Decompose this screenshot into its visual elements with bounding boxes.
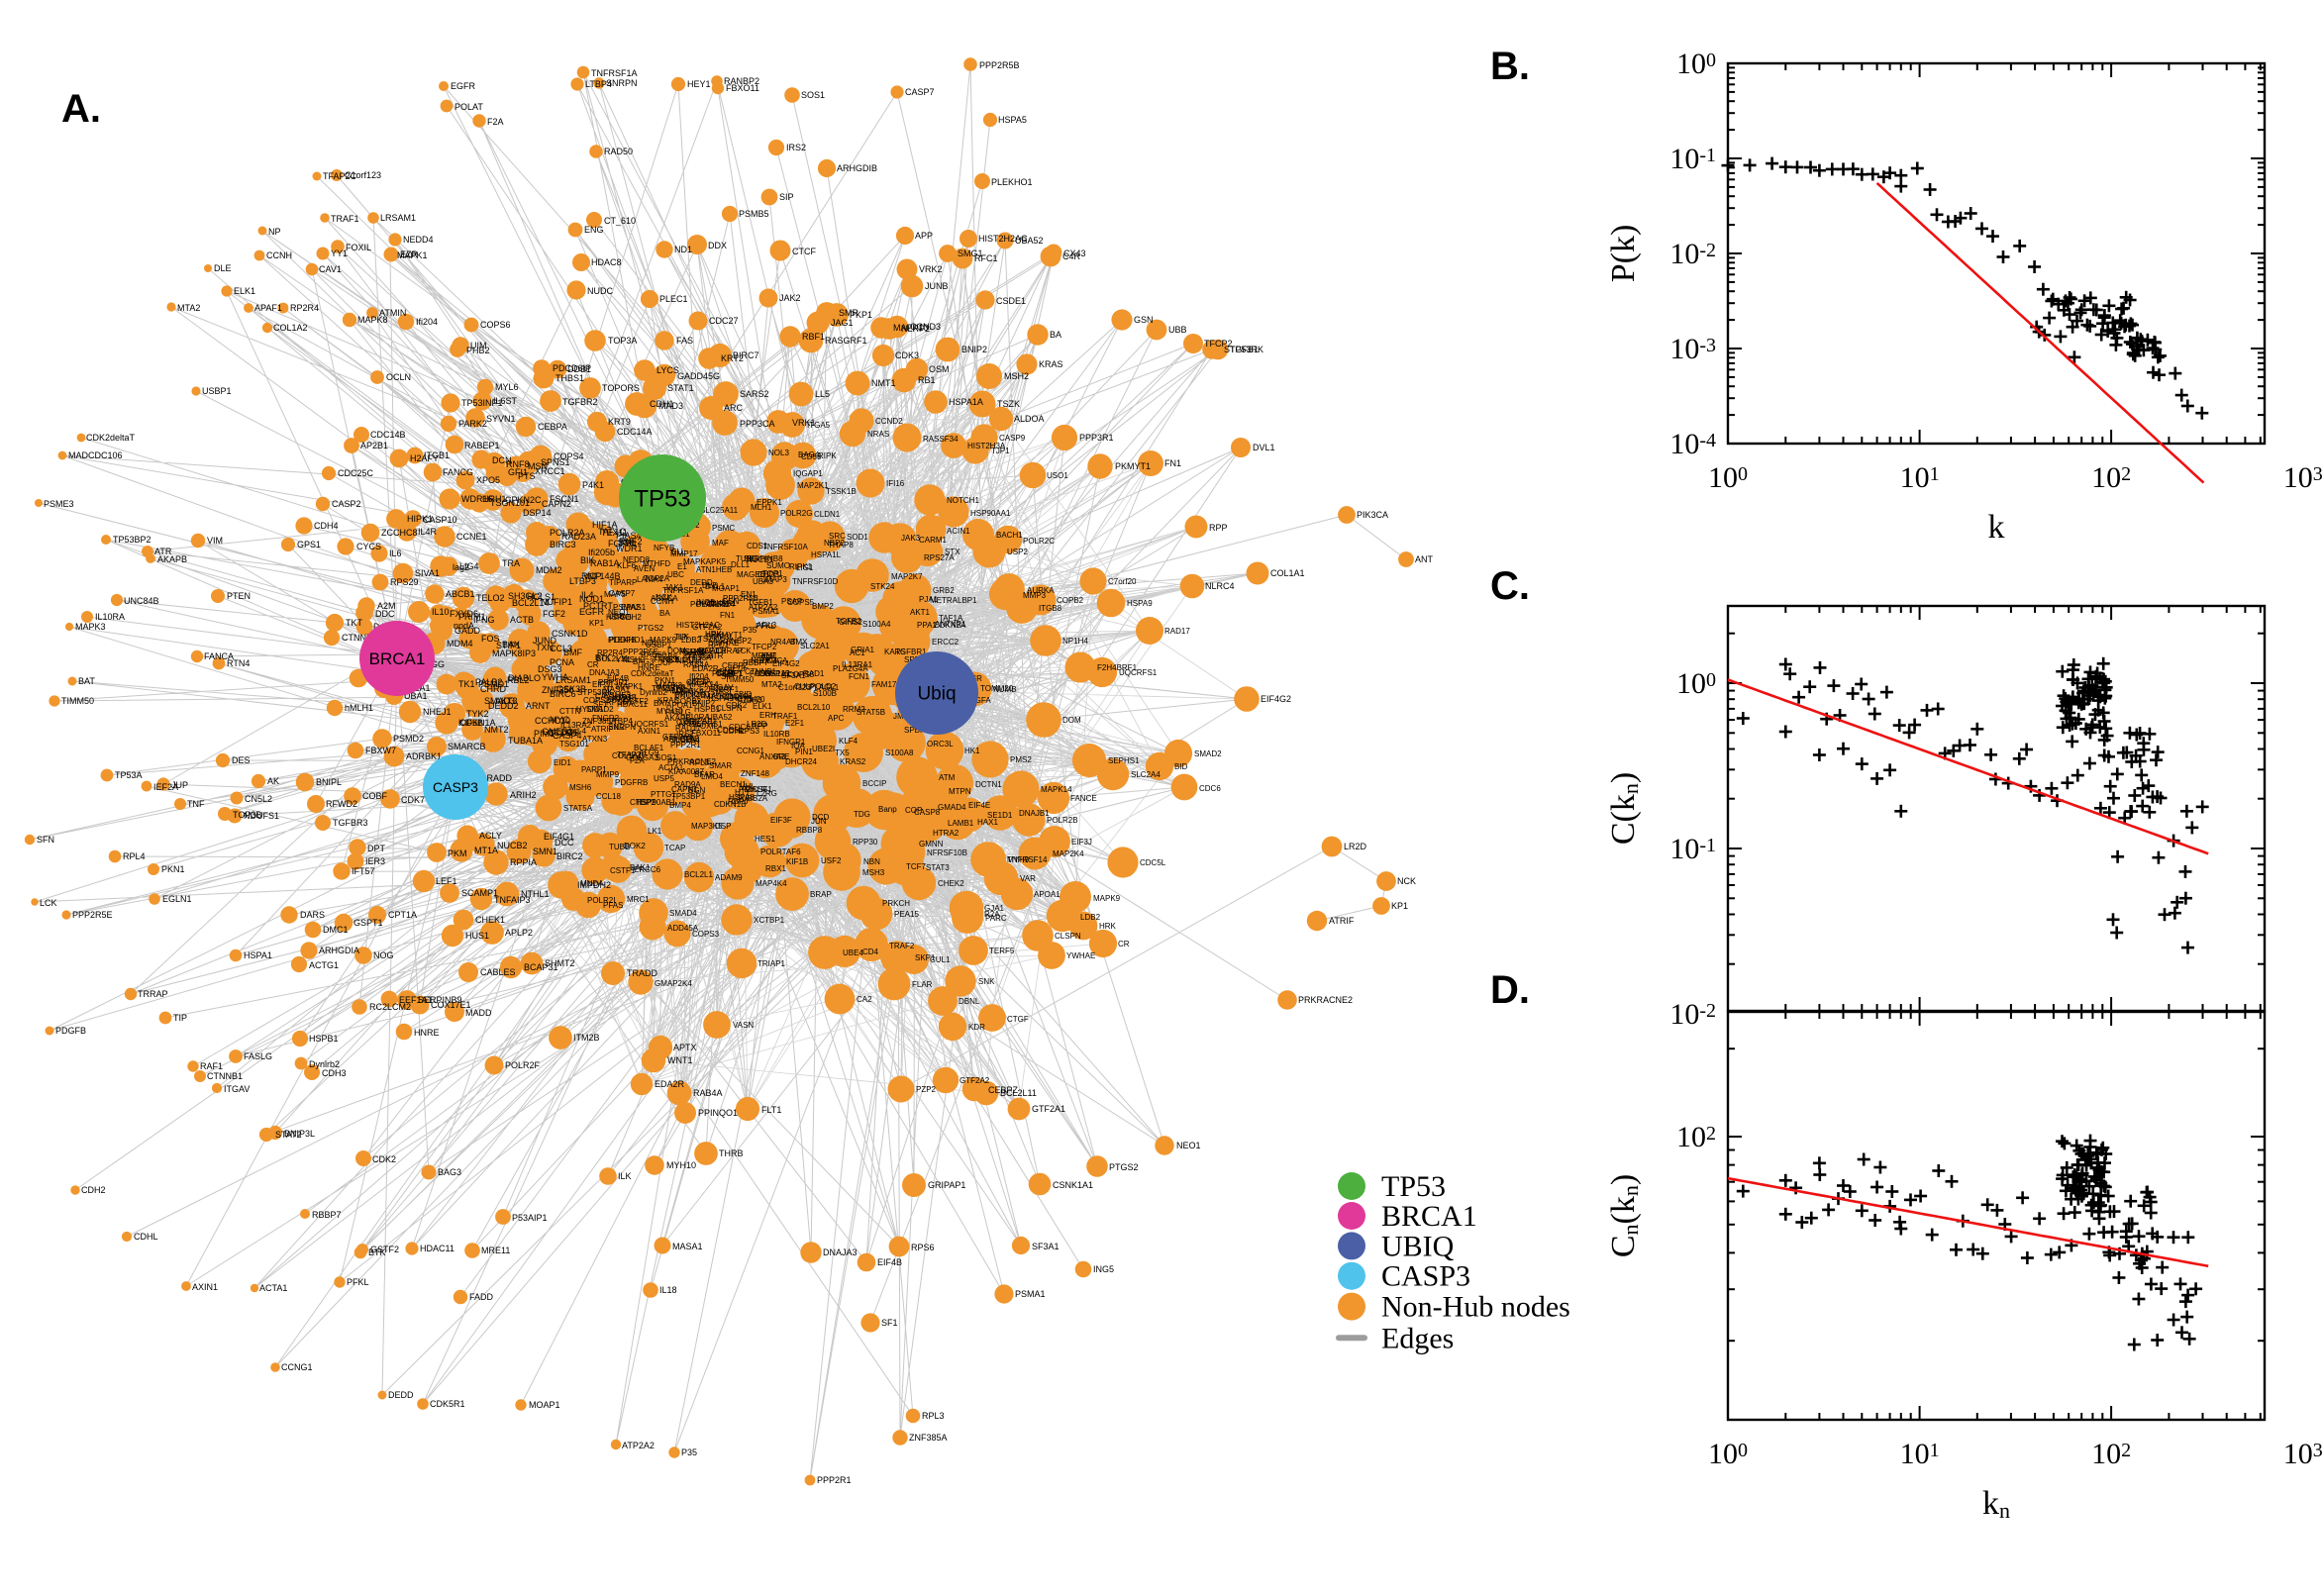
svg-text:k: k bbox=[1988, 509, 2005, 546]
svg-text:Cn(kn): Cn(kn) bbox=[1605, 1174, 1643, 1257]
svg-text:102: 102 bbox=[1676, 1121, 1716, 1153]
svg-text:101: 101 bbox=[1900, 1438, 1940, 1470]
svg-text:10-2: 10-2 bbox=[1669, 998, 1716, 1031]
svg-text:100: 100 bbox=[1708, 1438, 1748, 1470]
svg-text:101: 101 bbox=[1900, 461, 1940, 494]
svg-text:10-2: 10-2 bbox=[1669, 238, 1716, 270]
svg-text:10-3: 10-3 bbox=[1669, 333, 1716, 365]
svg-text:10-4: 10-4 bbox=[1669, 428, 1716, 460]
svg-text:100: 100 bbox=[1676, 667, 1716, 700]
svg-text:kn: kn bbox=[1982, 1485, 2010, 1523]
svg-text:C(kn): C(kn) bbox=[1605, 772, 1643, 845]
svg-text:P(k): P(k) bbox=[1605, 225, 1642, 283]
svg-text:102: 102 bbox=[2091, 461, 2131, 494]
svg-text:10-1: 10-1 bbox=[1669, 833, 1716, 865]
svg-text:103: 103 bbox=[2283, 1438, 2323, 1470]
svg-text:102: 102 bbox=[2091, 1438, 2131, 1470]
svg-text:100: 100 bbox=[1708, 461, 1748, 494]
svg-text:100: 100 bbox=[1676, 48, 1716, 80]
svg-text:10-1: 10-1 bbox=[1669, 143, 1716, 175]
svg-text:103: 103 bbox=[2283, 461, 2323, 494]
